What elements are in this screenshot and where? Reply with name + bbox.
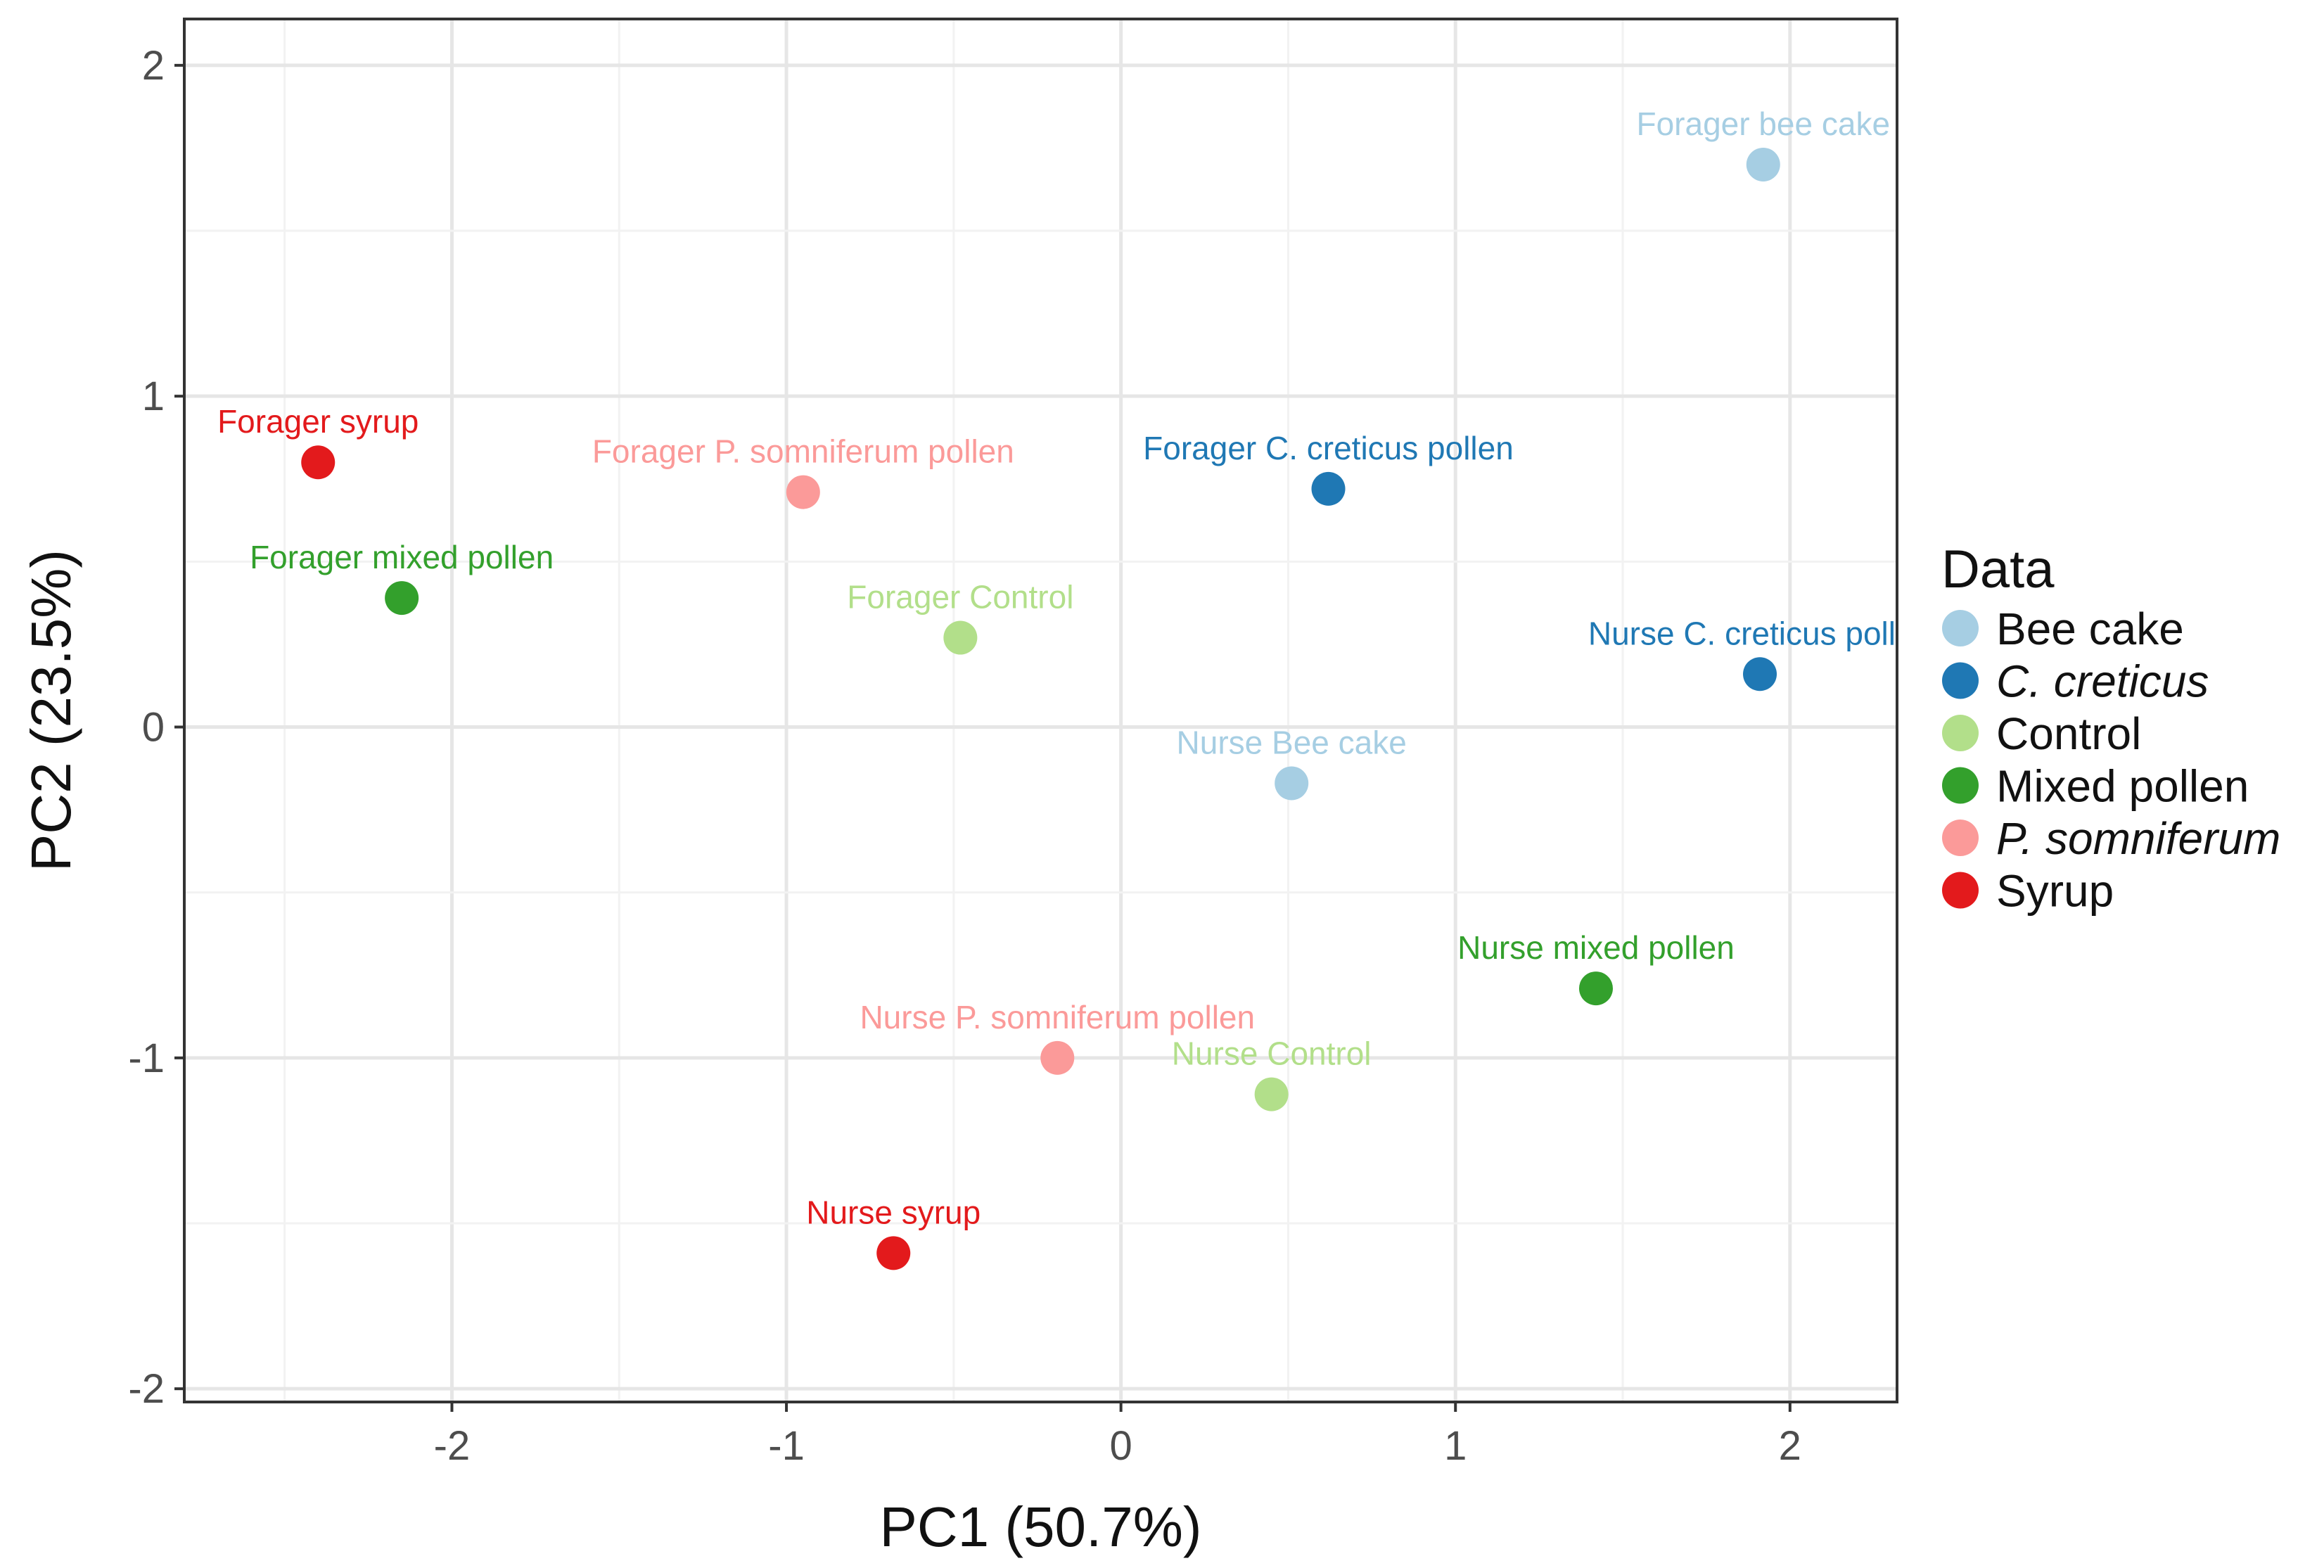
y-axis-title: PC2 (23.5%)	[20, 549, 82, 872]
point-label: Forager mixed pollen	[250, 539, 554, 575]
y-tick-label: -1	[128, 1035, 165, 1081]
point-label: Nurse C. creticus pollen	[1588, 615, 1932, 651]
data-point	[1746, 147, 1780, 181]
point-label: Forager bee cake	[1636, 106, 1890, 142]
y-tick-label: 2	[142, 43, 165, 89]
y-tick-label: 1	[142, 374, 165, 419]
x-tick-label: 2	[1779, 1423, 1801, 1469]
data-point	[1040, 1040, 1075, 1075]
point-labels: Forager bee cake Forager syrup Forager P. …	[217, 106, 1932, 1230]
point-label: Nurse syrup	[806, 1194, 981, 1230]
x-tick-label: 0	[1110, 1423, 1132, 1469]
data-point	[301, 445, 336, 480]
data-point	[1275, 766, 1309, 801]
y-tick-label: 0	[142, 705, 165, 751]
point-label: Nurse P. somniferum pollen	[860, 999, 1255, 1035]
x-tick-label: -1	[768, 1423, 805, 1469]
legend-key	[1942, 872, 1979, 909]
x-tick-label: 1	[1444, 1423, 1467, 1469]
axis-ticks: -2 -1 0 1 2 -2 -1 0 1 2	[128, 43, 1801, 1469]
legend-label: Mixed pollen	[1996, 761, 2249, 812]
x-tick-label: -2	[434, 1423, 471, 1469]
point-label: Forager P. somniferum pollen	[592, 433, 1014, 470]
legend-label: C. creticus	[1996, 656, 2209, 707]
point-label: Forager C. creticus pollen	[1143, 430, 1514, 466]
legend-key	[1942, 820, 1979, 856]
legend-key	[1942, 767, 1979, 804]
point-label: Nurse Control	[1172, 1035, 1372, 1072]
point-label: Forager Control	[847, 579, 1073, 616]
data-point	[1743, 657, 1777, 691]
data-points	[301, 147, 1780, 1270]
point-label: Nurse mixed pollen	[1457, 929, 1735, 966]
legend-key	[1942, 715, 1979, 751]
data-point	[1311, 471, 1346, 506]
point-label: Forager syrup	[217, 403, 419, 440]
legend-label: P. somniferum	[1996, 813, 2280, 864]
data-point	[1578, 971, 1613, 1006]
grid	[184, 19, 1897, 1402]
point-label: Nurse Bee cake	[1177, 724, 1407, 760]
data-point	[1254, 1077, 1289, 1111]
data-point	[385, 581, 419, 616]
legend-key	[1942, 610, 1979, 646]
legend-key	[1942, 662, 1979, 699]
legend-label: Control	[1996, 708, 2141, 759]
legend-title: Data	[1941, 540, 2055, 599]
data-point	[943, 620, 978, 655]
plot-panel-border	[183, 18, 1898, 1403]
data-point	[876, 1236, 911, 1270]
y-tick-label: -2	[128, 1366, 165, 1412]
legend-label: Syrup	[1996, 866, 2114, 917]
x-axis-title: PC1 (50.7%)	[880, 1496, 1202, 1558]
legend-label: Bee cake	[1996, 604, 2184, 654]
data-point	[786, 475, 820, 509]
